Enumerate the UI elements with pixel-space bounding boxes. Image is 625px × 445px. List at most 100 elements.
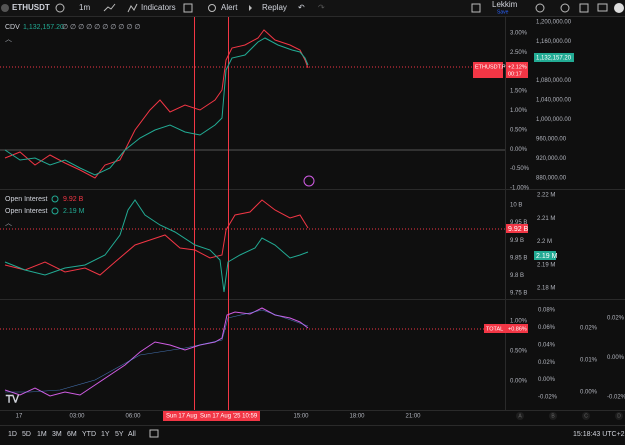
replay-button[interactable]: Replay [262, 3, 287, 12]
cdv-name: CDV [5, 24, 20, 31]
axis-pct-label: 1.00% [510, 319, 528, 325]
axis-pct-label: 0.08% [538, 308, 556, 314]
axis-value-label: 920,000.00 [536, 156, 567, 162]
add-symbol[interactable] [55, 3, 65, 13]
axis-pct-label: 0.00% [510, 147, 528, 153]
layouts[interactable] [183, 3, 193, 13]
oi-icon [51, 207, 59, 215]
oi-line-green [4, 199, 309, 293]
scale-label[interactable]: B [551, 413, 555, 419]
axis-oi-label: 2.22 M [537, 193, 555, 199]
axis-pct-label: 0.06% [538, 325, 556, 331]
cdv-value: 1,132,157.20 [23, 24, 64, 31]
tv-logo: ꓔꓦ [5, 395, 20, 406]
axis-oi-label: 9.75 B [510, 291, 527, 297]
range-button[interactable]: 5Y [115, 431, 124, 438]
axis-pct-label: 1.50% [510, 89, 528, 95]
countdown: 00:17 [508, 71, 522, 77]
oi-red-tag [506, 224, 528, 233]
event-marker[interactable] [303, 175, 315, 187]
search[interactable] [535, 3, 545, 13]
value-tag-text: 1,132,157.20 [536, 56, 572, 62]
oi-value: 2.19 M [63, 208, 85, 215]
change-tag [506, 62, 528, 78]
range-button[interactable]: 1D [8, 431, 17, 438]
axis-oi-label: 10 B [510, 203, 522, 209]
symbol[interactable]: ETHUSDT [12, 3, 50, 12]
alert-button[interactable]: Alert [221, 3, 238, 12]
indicators-button[interactable]: Indicators [141, 3, 176, 12]
total-value: +0.86% [508, 326, 527, 332]
x-tick-label: 18:00 [349, 414, 365, 420]
axis-value-label: 1,160,000.00 [536, 39, 572, 45]
axis-pct-label: -1.00% [510, 186, 530, 192]
range-button[interactable]: 5D [22, 431, 31, 438]
oi-green-tag-text: 2.19 M [536, 253, 558, 260]
axis-oi-label: 2.18 M [537, 286, 555, 292]
axis-pct-label: 0.02% [580, 326, 598, 332]
redo[interactable]: ↷ [318, 3, 325, 12]
oi-red-tag-text: 9.92 B [508, 226, 529, 233]
axis-pct-label: -0.50% [510, 166, 530, 172]
axis-oi-label: 2.19 M [537, 262, 555, 268]
total-line [4, 307, 309, 397]
scale-label[interactable]: A [518, 413, 522, 419]
oi-line-red [4, 199, 309, 276]
alert-icon [208, 4, 216, 12]
price-line-red [4, 29, 309, 179]
clock: 15:18:43 UTC+2 [573, 431, 625, 438]
scale-button[interactable] [582, 412, 590, 420]
scale-label[interactable]: C [584, 413, 588, 419]
change-value: +2.12% [508, 64, 527, 70]
undo[interactable]: ↶ [298, 3, 305, 12]
axis-pct-label: 0.00% [510, 379, 528, 385]
total-tag [484, 324, 506, 333]
oi-green-tag [534, 251, 556, 260]
date-range[interactable] [149, 429, 159, 438]
screenshot[interactable] [597, 3, 608, 12]
oi-name: Open Interest [5, 196, 47, 203]
x-tick-label: 06:00 [125, 414, 141, 420]
scale-button[interactable] [549, 412, 557, 420]
profile[interactable] [614, 3, 624, 13]
scale-label[interactable]: D [617, 413, 621, 419]
range-button[interactable]: All [128, 431, 136, 438]
fullscreen[interactable] [579, 3, 589, 13]
component-line [5, 309, 309, 393]
collapse[interactable]: ︿ [5, 220, 12, 227]
axis-pct-label: -0.02% [538, 395, 558, 401]
interval[interactable]: 1m [79, 3, 90, 12]
cursor-tag [198, 411, 260, 421]
axis-oi-label: 9.9 B [510, 238, 524, 244]
chart-type[interactable] [103, 3, 116, 12]
oi-value: 9.92 B [63, 196, 84, 203]
range-button[interactable]: 1Y [101, 431, 110, 438]
cursor-date: Sun 17 Aug [166, 414, 197, 420]
range-button[interactable]: 1M [37, 431, 47, 438]
value-tag [534, 53, 574, 62]
price-tag [473, 62, 503, 78]
axis-pct-label: 3.00% [510, 31, 528, 37]
user[interactable]: Lekkim [492, 0, 518, 9]
oi-name: Open Interest [5, 208, 47, 215]
x-tick-label: 03:00 [69, 414, 85, 420]
range-button[interactable]: 6M [67, 431, 77, 438]
axis-pct-label: 0.50% [510, 349, 528, 355]
axis-pct-label: 0.00% [538, 377, 556, 383]
x-tick-label: 17 [16, 414, 23, 420]
save[interactable]: Save [497, 9, 509, 15]
axis-pct-label: 0.00% [607, 355, 625, 361]
layout-toggle[interactable] [471, 3, 481, 13]
axis-value-label: 1,080,000.00 [536, 78, 572, 84]
range-button[interactable]: YTD [82, 431, 96, 438]
total-value-tag [506, 324, 528, 333]
axis-oi-label: 2.21 M [537, 216, 555, 222]
scale-button[interactable] [516, 412, 524, 420]
range-button[interactable]: 3M [52, 431, 62, 438]
indicators-icon [127, 3, 138, 13]
symbol-icon [1, 4, 9, 12]
collapse[interactable]: ︿ [5, 36, 12, 43]
scale-button[interactable] [615, 412, 623, 420]
settings[interactable] [560, 3, 570, 13]
